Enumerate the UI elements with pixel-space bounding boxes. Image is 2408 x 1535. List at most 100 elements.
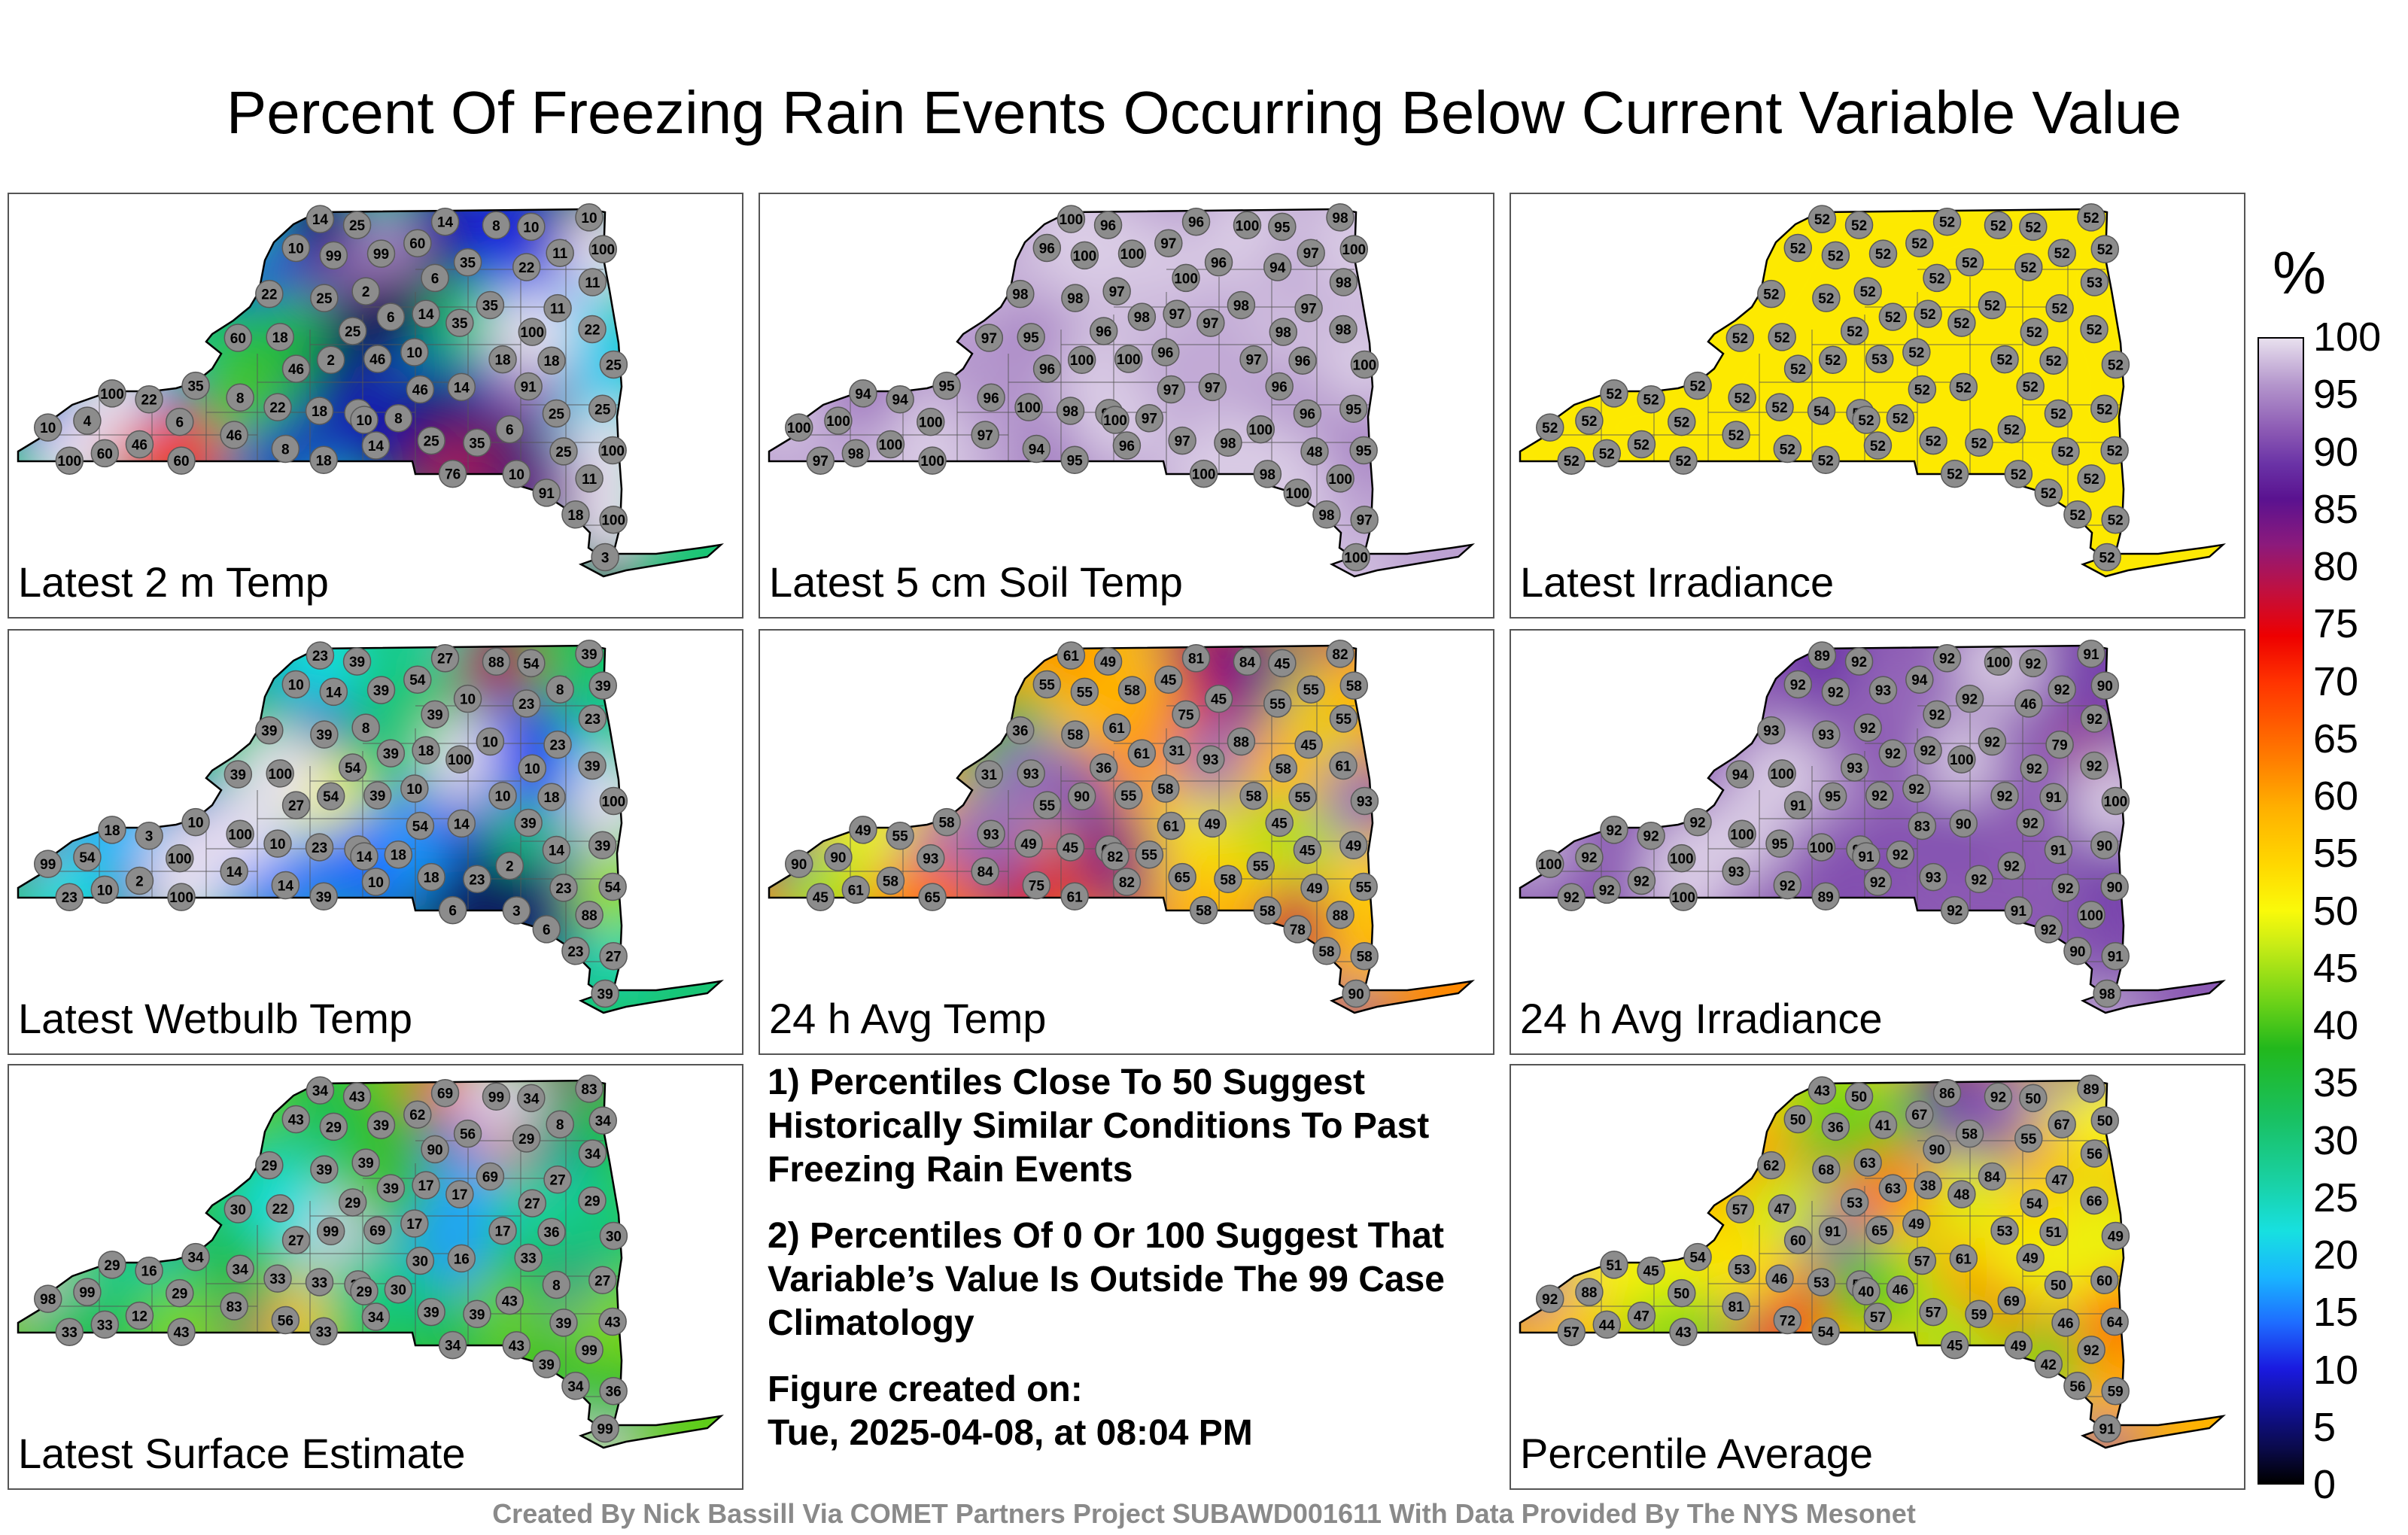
station-marker: 60 <box>90 439 120 468</box>
station-dot <box>575 1074 604 1103</box>
station-marker: 27 <box>518 1189 547 1217</box>
station-dot <box>1265 372 1294 401</box>
station-dot <box>376 302 406 331</box>
station-marker: 10 <box>517 212 546 242</box>
station-dot <box>502 896 531 925</box>
station-value: 92 <box>2041 923 2057 938</box>
station-value: 90 <box>427 1142 442 1158</box>
station-marker: 52 <box>1757 279 1786 309</box>
station-dot <box>1214 865 1242 894</box>
station-value: 25 <box>345 324 361 340</box>
station-marker: 92 <box>1536 1284 1564 1313</box>
station-marker: 93 <box>1757 716 1786 745</box>
station-value: 39 <box>230 768 246 783</box>
station-value: 10 <box>524 761 540 777</box>
station-marker: 96 <box>1204 248 1233 277</box>
station-value: 52 <box>2041 486 2057 502</box>
station-value: 53 <box>1814 1275 1829 1291</box>
station-marker: 100 <box>1117 239 1147 268</box>
station-value: 84 <box>1984 1170 2001 1186</box>
station-value: 52 <box>1828 248 1844 264</box>
station-value: 39 <box>539 1357 555 1373</box>
station-marker: 92 <box>1923 700 1951 729</box>
station-value: 91 <box>2011 904 2027 919</box>
station-value: 96 <box>984 391 999 406</box>
station-marker: 10 <box>281 670 311 699</box>
station-value: 52 <box>2057 445 2073 460</box>
station-dot <box>1668 843 1696 873</box>
station-value: 50 <box>2025 1091 2041 1107</box>
station-dot <box>1293 399 1322 428</box>
station-marker: 60 <box>1783 1226 1813 1254</box>
station-marker: 33 <box>90 1310 120 1339</box>
station-marker: 55 <box>1349 872 1378 901</box>
station-marker: 54 <box>2020 1189 2049 1217</box>
station-marker: 100 <box>599 786 628 816</box>
station-value: 14 <box>278 878 294 894</box>
station-marker: 39 <box>255 716 284 745</box>
station-marker: 39 <box>366 676 396 704</box>
station-dot <box>309 1317 338 1346</box>
station-value: 61 <box>1134 746 1151 762</box>
station-value: 43 <box>1675 1325 1691 1341</box>
station-value: 100 <box>787 421 811 436</box>
station-marker: 30 <box>384 1275 413 1304</box>
station-dot <box>1757 716 1786 745</box>
station-marker: 100 <box>824 406 853 435</box>
station-dot <box>447 809 476 838</box>
station-marker: 52 <box>2044 399 2073 428</box>
station-dot <box>2034 479 2063 507</box>
station-value: 30 <box>391 1283 406 1299</box>
station-dot <box>1592 875 1622 904</box>
station-marker: 39 <box>463 1299 491 1329</box>
station-value: 52 <box>2052 302 2068 318</box>
station-dot <box>561 937 590 965</box>
station-value: 36 <box>1828 1120 1844 1135</box>
station-dot <box>463 865 491 894</box>
station-dot <box>1329 315 1358 344</box>
station-dot <box>319 241 348 270</box>
station-marker: 39 <box>417 1297 445 1327</box>
station-dot <box>1312 937 1341 965</box>
station-value: 39 <box>584 758 600 774</box>
station-value: 34 <box>187 1251 204 1266</box>
station-value: 81 <box>1188 652 1205 667</box>
station-dot <box>55 1318 84 1346</box>
station-dot <box>361 1302 391 1331</box>
station-value: 100 <box>1538 857 1562 873</box>
station-dot <box>1683 371 1712 400</box>
station-dot <box>1294 730 1323 759</box>
station-marker: 45 <box>1637 1256 1665 1285</box>
station-marker: 52 <box>1812 284 1841 312</box>
station-value: 11 <box>550 302 566 318</box>
station-dot <box>463 428 491 457</box>
station-marker: 92 <box>1902 774 1931 803</box>
station-value: 43 <box>502 1294 518 1310</box>
station-marker: 92 <box>1821 677 1850 707</box>
station-marker: 100 <box>98 379 126 408</box>
station-value: 54 <box>1818 1324 1835 1340</box>
station-dot <box>2019 649 2048 678</box>
station-value: 52 <box>1728 428 1744 444</box>
station-marker: 92 <box>1886 840 1915 869</box>
station-marker: 10 <box>34 413 62 442</box>
station-value: 100 <box>168 852 192 868</box>
station-dot <box>476 1162 505 1191</box>
station-value: 82 <box>1332 647 1348 663</box>
station-marker: 58 <box>1239 781 1268 810</box>
state-map-svg: 1009294939295929394929293929192909279469… <box>1519 640 2226 1014</box>
station-marker: 56 <box>453 1119 482 1148</box>
station-dot <box>1017 323 1045 351</box>
station-marker: 46 <box>2051 1309 2080 1337</box>
station-dot <box>1923 700 1951 729</box>
station-marker: 45 <box>806 883 835 911</box>
station-value: 52 <box>1675 454 1691 470</box>
station-dot <box>306 1076 335 1105</box>
station-dot <box>1022 871 1051 900</box>
station-dot <box>400 1209 429 1238</box>
station-dot <box>2039 1217 2068 1246</box>
colorbar-tick-label: 5 <box>2313 1404 2337 1450</box>
station-value: 61 <box>1335 758 1351 774</box>
station-marker: 94 <box>1725 760 1755 789</box>
station-dot <box>226 1254 254 1284</box>
